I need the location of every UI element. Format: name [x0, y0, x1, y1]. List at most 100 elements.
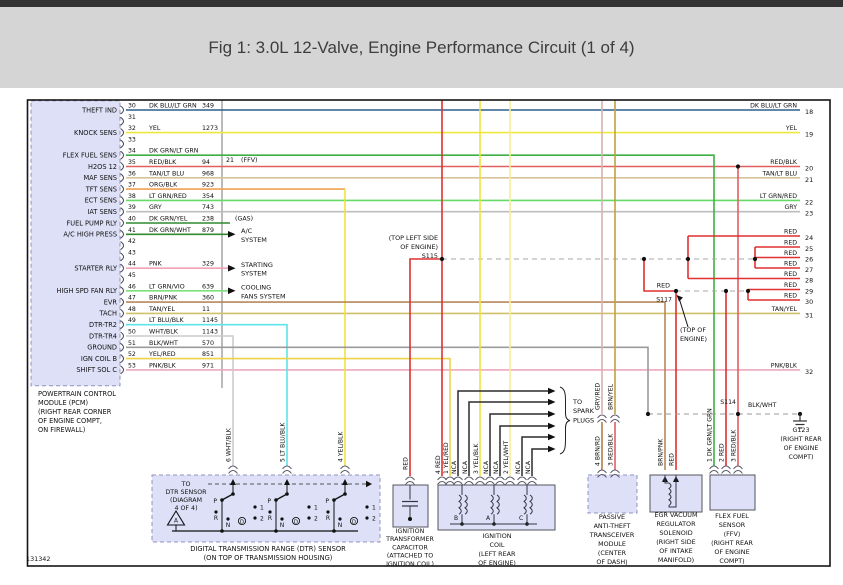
pcm-pin-connector-icon: [120, 308, 124, 318]
junction-dot: [214, 510, 218, 514]
junction-dot: [685, 256, 691, 262]
pcm-circuit-number: 1273: [202, 125, 218, 132]
pcm-wire-color: TAN/YEL: [148, 306, 175, 313]
vertical-wire-label: NCA: [483, 460, 490, 474]
inline-connector-icon: [405, 476, 415, 485]
pcm-wire-color: LT GRN/RED: [149, 193, 187, 200]
component-caption-line: OF INTAKE: [659, 547, 692, 555]
component-caption-line: TRANSFORMER: [385, 536, 434, 543]
vertical-wire-label: BRN/PNK: [658, 438, 665, 466]
pcm-pin-number: 39: [128, 204, 136, 211]
pcm-pin-number: 53: [128, 362, 136, 369]
switch-position-label: 1: [372, 505, 376, 512]
right-wire-color: DK BLU/LT GRN: [750, 103, 797, 110]
junction-dot: [745, 288, 751, 294]
pcm-terminal-label: SHIFT SOL C: [76, 366, 117, 374]
top-of-engine-note: (TOP OF: [680, 326, 706, 334]
pcm-terminal-label: KNOCK SENS: [74, 129, 117, 137]
splice-s115-note: OF ENGINE): [400, 243, 438, 251]
right-pin-number: 24: [805, 234, 813, 242]
arrow-right-icon: [548, 445, 556, 453]
pcm-terminal-label: A/C HIGH PRESS: [63, 231, 117, 239]
arrow-right-icon: [548, 398, 556, 406]
switch-arm: [221, 493, 234, 501]
pcm-pin-number: 34: [128, 148, 136, 155]
pcm-wire-color: PNK: [149, 261, 163, 268]
coil-winding-icon: [490, 494, 494, 515]
pcm-wire-color: YEL: [148, 125, 161, 132]
inline-connector-icon: [485, 476, 495, 485]
pcm-wire-color: RED/BLK: [149, 159, 177, 166]
pcm-circuit-number: 94: [202, 159, 210, 166]
pcm-pin-number: 30: [128, 103, 136, 110]
right-wire-color: GRY: [785, 204, 798, 211]
right-wire-color: RED: [784, 229, 797, 236]
pcm-circuit-number: 349: [202, 103, 214, 110]
junction-dot: [326, 510, 330, 514]
pcm-pin-number: 46: [128, 283, 136, 290]
component-caption-line: OF ENGINE): [478, 559, 516, 567]
component-caption-line: 4 OF 4): [174, 505, 197, 512]
component-caption-line: (FFV): [724, 530, 741, 538]
pcm-pin-connector-icon: [120, 139, 124, 149]
component-caption-line: POWERTRAIN CONTROL: [38, 390, 116, 398]
pcm-terminal-label: DTR-TR4: [89, 332, 117, 340]
pcm-circuit-number: 238: [202, 216, 214, 223]
component-caption-line: REGULATOR: [656, 520, 696, 528]
pcm-pin-number: 45: [128, 272, 136, 279]
component-caption-line: (ATTACHED TO: [387, 553, 433, 560]
right-wire-color: RED: [784, 250, 797, 257]
pcm-pin-number: 37: [128, 182, 136, 189]
pcm-wire-color: DK GRN/LT GRN: [149, 148, 199, 155]
component-caption-line: SENSOR: [719, 521, 746, 529]
pcm-pin-connector-icon: [120, 150, 124, 160]
pcm-pin-number: 51: [128, 340, 136, 347]
pcm-wire-color: ORG/BLK: [149, 182, 178, 189]
wire-brnpnk: [126, 301, 666, 470]
pcm-pin-connector-icon: [120, 241, 124, 251]
arrow-right-icon: [366, 480, 372, 488]
pcm-circuit-number: 11: [202, 306, 210, 313]
arrow-right-icon: [228, 287, 236, 295]
ground-g123-label: COMPT): [789, 454, 814, 461]
right-pin-number: 18: [805, 108, 813, 116]
right-pin-number: 22: [805, 198, 813, 206]
pcm-wire-color: YEL/RED: [148, 351, 176, 358]
ignition-coil-box: [437, 484, 556, 531]
component-caption-line: (DIAGRAM: [170, 497, 202, 504]
switch-position-label: 2: [314, 516, 318, 523]
junction-dot: [673, 288, 679, 294]
wire-whtblk: [126, 335, 234, 466]
pcm-pin-connector-icon: [120, 105, 124, 115]
component-caption-line: EGR VACUUM: [654, 511, 697, 519]
pcm-circuit-number: 879: [202, 227, 214, 234]
switch-position-label: D: [240, 520, 244, 526]
pcm-wire-color: PNK/BLK: [149, 362, 177, 369]
inline-connector-icon: [475, 476, 485, 485]
right-pin-number: 21: [805, 176, 813, 184]
figure-header: Fig 1: 3.0L 12-Valve, Engine Performance…: [0, 7, 843, 88]
wire-nca: [468, 401, 548, 476]
system-target-label: FANS SYSTEM: [241, 292, 286, 300]
pcm-terminal-label: EVR: [104, 298, 118, 306]
right-pin-number: 32: [805, 368, 813, 376]
junction-dot: [365, 505, 369, 509]
wire-yelred: [126, 357, 451, 476]
component-caption-line: COIL: [490, 541, 505, 549]
wire-red-s117-feed: [643, 259, 676, 292]
wire-nca: [499, 425, 548, 476]
dtr-caption: (ON TOP OF TRANSMISSION HOUSING): [204, 554, 333, 562]
switch-position-label: N: [338, 522, 343, 529]
wire-nca: [457, 390, 548, 476]
wire-dkgrn-ltgrn: [126, 154, 715, 466]
right-pin-number: 19: [805, 131, 813, 139]
vertical-wire-label: 6 WHT/BLK: [226, 427, 233, 462]
pcm-pin-number: 41: [128, 227, 136, 234]
pcm-pin-connector-icon: [120, 297, 124, 307]
switch-contact-d: [291, 516, 301, 526]
switch-position-label: R: [326, 515, 330, 522]
right-wire-color: RED: [784, 240, 797, 247]
wire-red-capacitor: [409, 258, 442, 476]
pcm-terminal-label: IAT SENS: [87, 208, 117, 216]
right-wire-color: RED: [784, 271, 797, 278]
